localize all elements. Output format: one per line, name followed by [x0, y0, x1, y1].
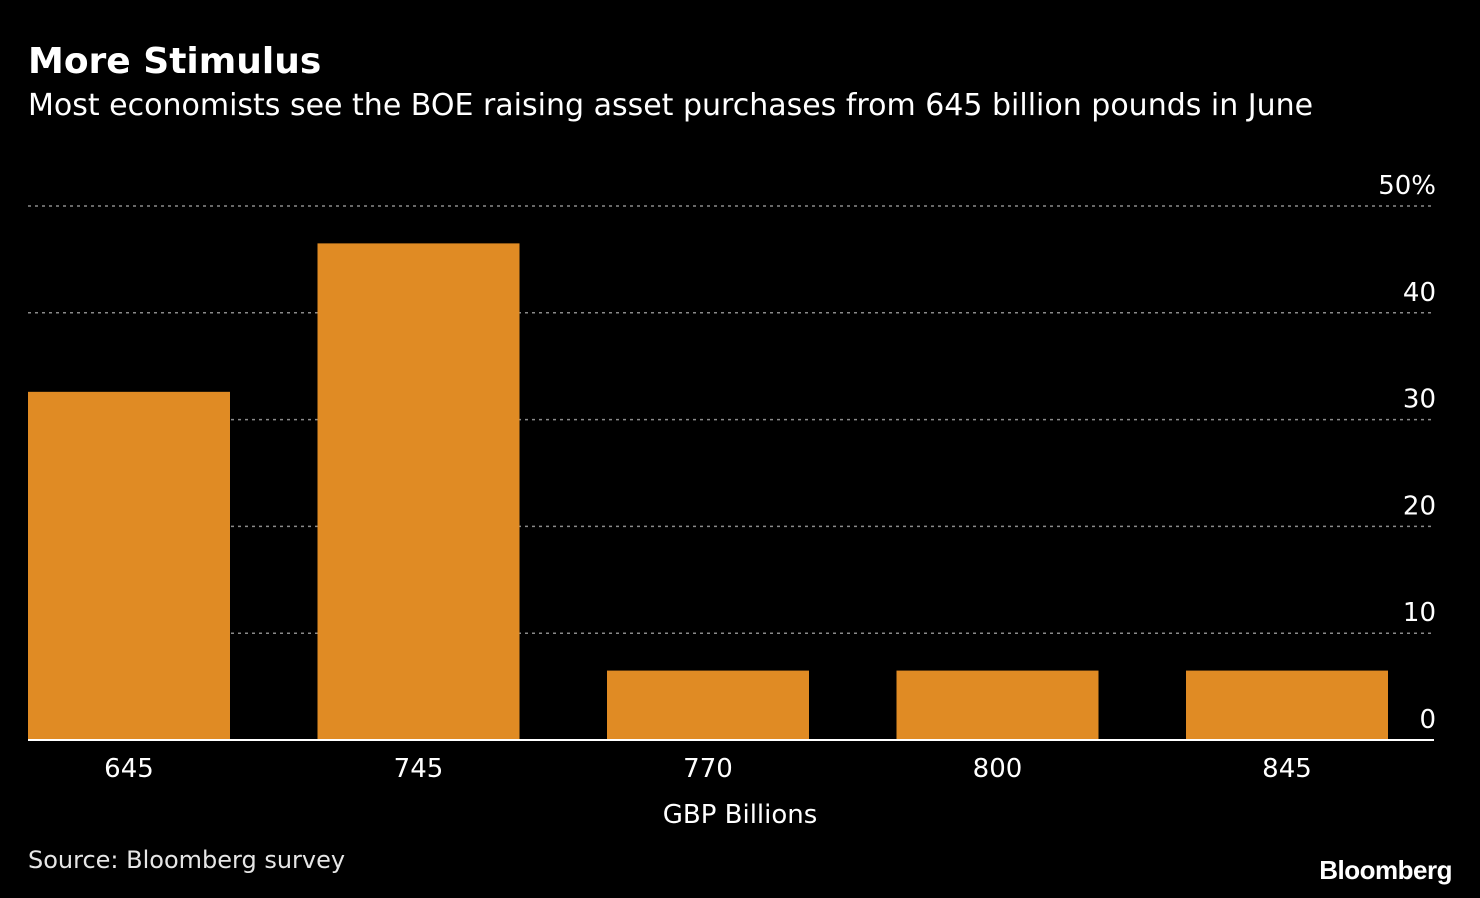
- x-tick-label: 800: [973, 754, 1023, 784]
- y-tick-label: 20: [1403, 491, 1436, 521]
- x-tick-label: 845: [1262, 754, 1312, 784]
- bar: [896, 670, 1099, 740]
- y-tick-label: 50%: [1378, 171, 1436, 201]
- y-tick-label: 40: [1403, 278, 1436, 308]
- x-tick-label: 745: [394, 754, 444, 784]
- y-tick-label: 30: [1403, 385, 1436, 415]
- chart-title: More Stimulus: [28, 41, 322, 82]
- x-tick-label: 645: [104, 754, 154, 784]
- y-tick-label: 0: [1419, 705, 1436, 735]
- bar: [607, 670, 809, 740]
- y-tick-label: 10: [1403, 598, 1436, 628]
- chart-subtitle: Most economists see the BOE raising asse…: [28, 88, 1314, 123]
- x-tick-label: 770: [683, 754, 733, 784]
- bar: [28, 391, 230, 740]
- x-axis-label: GBP Billions: [663, 800, 818, 830]
- bar: [1186, 670, 1388, 740]
- source-note: Source: Bloomberg survey: [28, 846, 346, 874]
- bar: [317, 243, 520, 740]
- bloomberg-logo: Bloomberg: [1319, 855, 1452, 885]
